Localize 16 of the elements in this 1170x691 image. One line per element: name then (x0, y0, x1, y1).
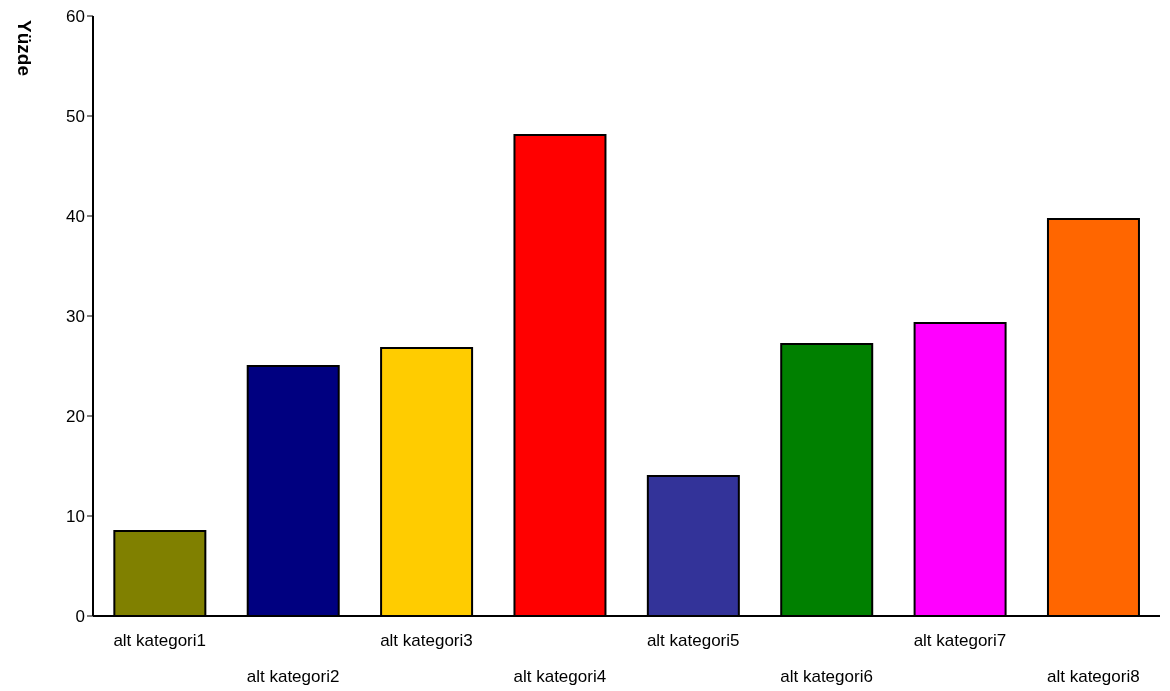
x-tick-label: alt kategori8 (1047, 667, 1140, 686)
x-tick-label: alt kategori7 (913, 631, 1007, 650)
x-tick-label: alt kategori3 (380, 631, 473, 650)
x-tick-label: alt kategori4 (513, 667, 607, 686)
y-tick-label: 50 (66, 107, 85, 127)
x-tick-label: alt kategori6 (780, 667, 873, 686)
y-tick-label: 0 (75, 607, 85, 627)
y-tick-label: 20 (66, 407, 85, 427)
y-tick-label: 40 (66, 207, 85, 227)
y-tick-label: 60 (66, 7, 85, 27)
y-tick-label: 10 (66, 507, 85, 527)
x-tick-label: alt kategori5 (646, 631, 740, 650)
x-tick-label: alt kategori1 (113, 631, 206, 650)
x-tick-label: alt kategori2 (246, 667, 340, 686)
y-tick-label: 30 (66, 307, 85, 327)
y-axis-title: Yüzde (14, 20, 35, 76)
